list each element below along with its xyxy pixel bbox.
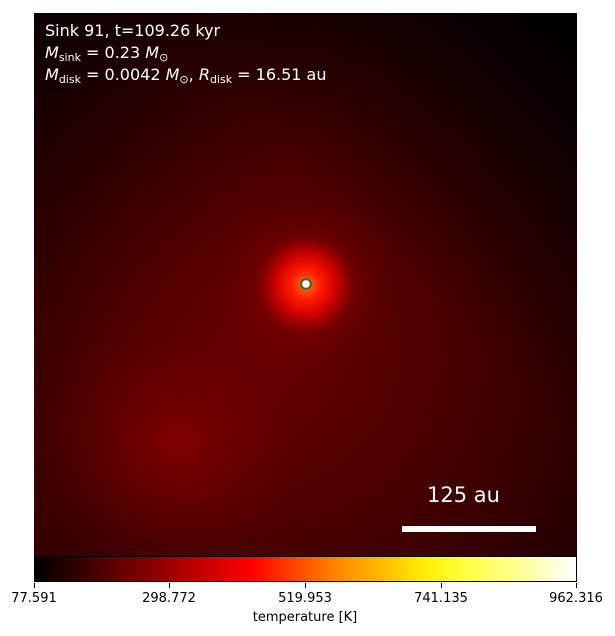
colorbar-tick-label: 519.953 — [278, 591, 332, 606]
colorbar-tick-label: 77.591 — [11, 591, 57, 606]
colorbar-tick-mark — [34, 583, 35, 588]
sink-mass-text: Msink = 0.23 M⊙ — [45, 43, 168, 63]
disk-mass-unit-symbol: M — [165, 65, 180, 84]
colorbar-tick-mark — [441, 583, 442, 588]
colorbar — [34, 556, 577, 582]
scalebar-label: 125 au — [427, 483, 500, 507]
disk-mass-symbol: M — [45, 65, 59, 84]
disk-separator: , — [188, 65, 199, 84]
disk-radius-value: = 16.51 au — [232, 65, 327, 84]
sink-mass-unit-subscript: ⊙ — [159, 51, 169, 64]
disk-radius-subscript: disk — [209, 73, 233, 86]
colorbar-tick-mark — [169, 583, 170, 588]
scalebar — [402, 526, 536, 532]
disk-mass-unit-subscript: ⊙ — [179, 73, 189, 86]
disk-properties-text: Mdisk = 0.0042 M⊙, Rdisk = 16.51 au — [45, 65, 327, 85]
sink-mass-unit-symbol: M — [145, 43, 160, 62]
colorbar-tick-label: 962.316 — [549, 591, 603, 606]
disk-mass-value: = 0.0042 — [80, 65, 166, 84]
disk-radius-symbol: R — [198, 65, 210, 84]
colorbar-tick-mark — [305, 583, 306, 588]
disk-mass-subscript: disk — [58, 73, 81, 86]
sink-title: Sink 91, t=109.26 kyr — [45, 21, 221, 40]
colorbar-tick-label: 741.135 — [414, 591, 468, 606]
warm-lobe — [39, 313, 319, 556]
colorbar-tick-mark — [576, 583, 577, 588]
sink-marker — [299, 277, 313, 291]
sink-mass-value: = 0.23 — [80, 43, 146, 62]
sink-mass-symbol: M — [45, 43, 59, 62]
temperature-map-image — [34, 13, 577, 556]
colorbar-tick-label: 298.772 — [142, 591, 196, 606]
sink-mass-subscript: sink — [58, 51, 81, 64]
temperature-map: Sink 91, t=109.26 kyr Msink = 0.23 M⊙ Md… — [34, 13, 577, 556]
colorbar-label: temperature [K] — [252, 610, 358, 625]
